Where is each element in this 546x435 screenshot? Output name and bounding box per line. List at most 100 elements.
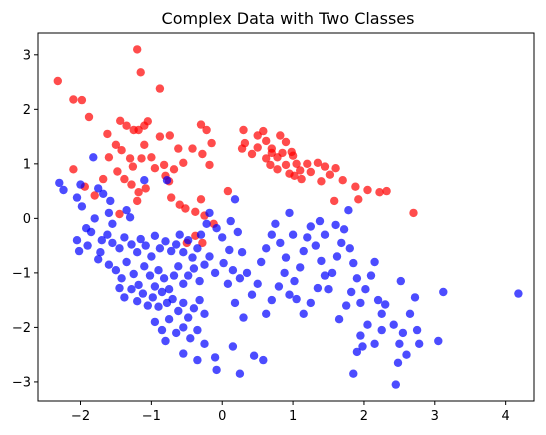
data-point [347, 287, 356, 297]
data-point [83, 241, 92, 250]
data-point [292, 294, 301, 304]
data-point [338, 176, 347, 185]
data-point [325, 170, 335, 179]
data-point [373, 295, 383, 305]
data-point [137, 154, 146, 163]
data-point [189, 304, 199, 313]
data-point [193, 355, 202, 365]
data-point [72, 193, 82, 202]
data-point [210, 353, 220, 362]
data-point [235, 369, 245, 378]
data-point [128, 162, 138, 171]
data-point [84, 112, 94, 122]
data-point [205, 252, 214, 261]
data-point [223, 186, 233, 196]
data-point [207, 138, 216, 148]
data-point [198, 238, 207, 248]
data-point [104, 260, 114, 269]
data-point [196, 195, 206, 204]
data-point [332, 252, 342, 261]
data-point [140, 262, 149, 271]
data-point [230, 298, 240, 308]
data-point [150, 282, 160, 291]
data-point [337, 238, 346, 248]
data-point [218, 233, 227, 242]
data-point [113, 167, 122, 176]
data-point [179, 158, 188, 167]
data-point [306, 222, 315, 231]
data-point [120, 174, 129, 184]
data-point [296, 166, 305, 175]
data-point [174, 306, 183, 316]
data-point [352, 274, 362, 283]
data-point [267, 295, 276, 305]
data-point [169, 271, 179, 280]
data-point [195, 295, 204, 305]
data-point [140, 176, 149, 185]
data-point [351, 182, 360, 191]
data-point [184, 271, 193, 280]
plot-area [53, 45, 523, 389]
data-point [59, 185, 68, 195]
chart-title: Complex Data with Two Classes [162, 9, 415, 28]
data-point [375, 188, 384, 197]
data-point [354, 195, 363, 204]
data-point [155, 244, 165, 253]
data-point [370, 339, 379, 348]
data-point [94, 184, 103, 193]
data-point [69, 165, 78, 174]
data-point [89, 153, 98, 162]
data-point [271, 219, 280, 228]
data-point [90, 214, 99, 223]
data-point [157, 287, 167, 297]
data-point [273, 165, 282, 174]
data-point [103, 230, 112, 239]
data-point [247, 149, 257, 159]
data-point [148, 293, 157, 302]
data-point [127, 180, 136, 189]
data-point [125, 213, 135, 222]
data-point [188, 144, 197, 153]
data-point [303, 233, 312, 242]
data-point [77, 202, 87, 211]
data-point [168, 294, 177, 304]
data-point [115, 244, 124, 253]
x-tick-label: 2 [360, 409, 368, 424]
data-point [141, 241, 150, 250]
data-point [72, 236, 82, 245]
data-point [188, 253, 197, 262]
data-point [219, 258, 228, 268]
data-point [320, 162, 330, 171]
data-point [331, 220, 340, 230]
data-point [167, 193, 176, 202]
data-point [303, 159, 312, 168]
data-point [434, 336, 443, 346]
data-point [514, 289, 523, 298]
data-point [361, 285, 370, 294]
data-point [169, 165, 179, 174]
x-tick-label: 4 [502, 409, 510, 424]
data-point [306, 167, 315, 177]
data-point [259, 126, 268, 136]
data-point [106, 196, 115, 206]
data-point [396, 276, 405, 286]
data-point [313, 283, 323, 293]
data-point [237, 248, 247, 257]
data-point [228, 342, 238, 351]
data-point [193, 325, 202, 335]
data-point [99, 174, 108, 184]
data-point [259, 355, 268, 365]
data-point [292, 159, 301, 168]
data-point [133, 248, 142, 257]
data-point [164, 315, 174, 324]
data-point [120, 233, 129, 242]
data-point [237, 144, 247, 153]
data-point [164, 285, 174, 294]
data-point [127, 285, 136, 294]
data-point [136, 68, 145, 77]
data-point [391, 380, 400, 389]
data-point [306, 298, 315, 308]
data-point [382, 186, 391, 196]
data-point [412, 325, 422, 335]
data-point [147, 153, 156, 162]
